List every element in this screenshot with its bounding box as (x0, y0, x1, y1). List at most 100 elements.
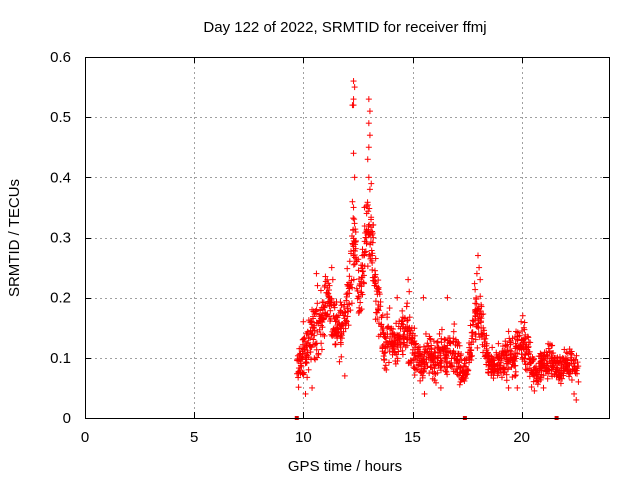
data-point (369, 231, 376, 238)
data-point (531, 387, 538, 394)
data-point (369, 259, 376, 266)
data-point (366, 132, 373, 139)
data-point (385, 359, 392, 366)
data-point (320, 316, 327, 323)
data-point (559, 375, 566, 382)
data-point (312, 340, 319, 347)
data-point (478, 301, 485, 308)
data-point (466, 339, 473, 346)
data-point (560, 372, 567, 379)
data-point (446, 339, 453, 346)
data-point (311, 322, 318, 329)
data-point (444, 294, 451, 301)
data-point (550, 350, 557, 357)
data-point (517, 343, 524, 350)
data-point (395, 341, 402, 348)
data-point (483, 332, 490, 339)
data-point (344, 301, 351, 308)
data-point (526, 365, 533, 372)
data-point (350, 96, 357, 103)
data-point (462, 363, 469, 370)
data-point (544, 352, 551, 359)
data-point (360, 279, 367, 286)
data-point (442, 368, 449, 375)
data-point (491, 360, 498, 367)
data-point (366, 108, 373, 115)
data-point (548, 342, 555, 349)
data-point (369, 266, 376, 273)
data-point (411, 344, 418, 351)
data-point (486, 352, 493, 359)
data-point (573, 396, 580, 403)
data-point (368, 214, 375, 221)
data-point (344, 305, 351, 312)
data-point (395, 348, 402, 355)
data-point (347, 281, 354, 288)
data-point (351, 247, 358, 254)
data-point (495, 340, 502, 347)
data-point (508, 364, 515, 371)
data-point (328, 264, 335, 271)
data-point (504, 343, 511, 350)
data-point (456, 342, 463, 349)
data-point (434, 338, 441, 345)
data-point (504, 358, 511, 365)
data-point (473, 294, 480, 301)
data-point (382, 362, 389, 369)
data-point (348, 300, 355, 307)
data-point (441, 336, 448, 343)
data-point (390, 343, 397, 350)
data-point (412, 366, 419, 373)
data-point (357, 299, 364, 306)
data-point (401, 339, 408, 346)
data-point (312, 356, 319, 363)
data-point (477, 293, 484, 300)
data-point (375, 277, 382, 284)
data-point (428, 342, 435, 349)
data-point (303, 342, 310, 349)
data-point (346, 273, 353, 280)
x-tick-label: 10 (295, 429, 312, 446)
data-point (472, 300, 479, 307)
y-tick-label: 0.4 (50, 169, 71, 186)
data-point (521, 335, 528, 342)
data-point (528, 383, 535, 390)
data-point (560, 355, 567, 362)
data-point (431, 377, 438, 384)
data-point (530, 356, 537, 363)
data-point (295, 374, 302, 381)
data-point (362, 248, 369, 255)
data-point (505, 358, 512, 365)
data-point (452, 368, 459, 375)
data-point (378, 314, 385, 321)
data-point (342, 325, 349, 332)
data-point (364, 199, 371, 206)
data-point (311, 332, 318, 339)
data-point (394, 294, 401, 301)
data-point (344, 265, 351, 272)
data-point (477, 276, 484, 283)
data-point (334, 314, 341, 321)
data-point (343, 293, 350, 300)
data-point (295, 384, 302, 391)
data-point (314, 300, 321, 307)
data-point (535, 353, 542, 360)
data-point (407, 327, 414, 334)
data-point (512, 345, 519, 352)
data-point (422, 361, 429, 368)
data-point (455, 339, 462, 346)
data-point (413, 340, 420, 347)
data-point (499, 343, 506, 350)
data-point (359, 246, 366, 253)
data-point (571, 390, 578, 397)
data-point (506, 347, 513, 354)
data-point (566, 346, 573, 353)
data-point (574, 359, 581, 366)
data-point (404, 300, 411, 307)
data-point (396, 336, 403, 343)
data-point (526, 348, 533, 355)
data-point (436, 350, 443, 357)
data-point (316, 326, 323, 333)
x-tick-label: 20 (513, 429, 530, 446)
